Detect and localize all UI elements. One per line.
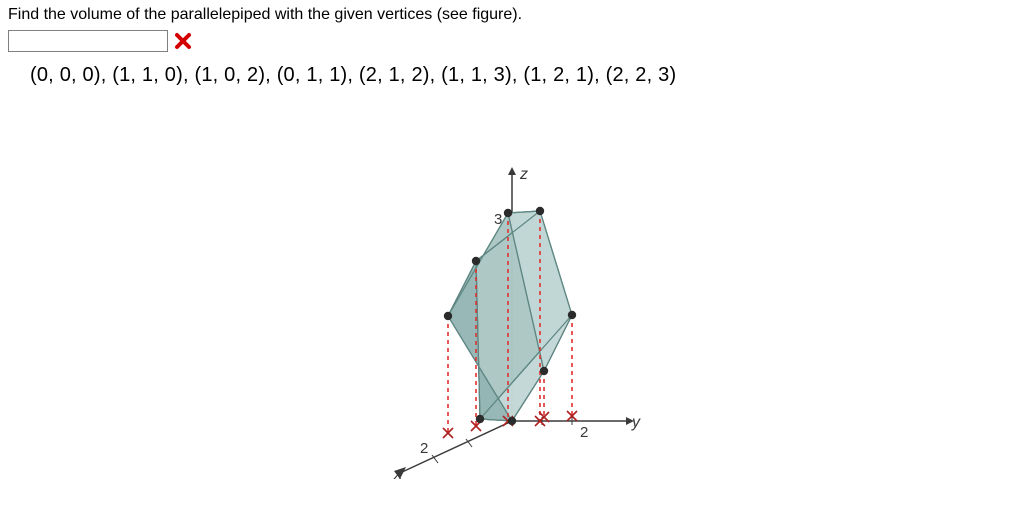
- svg-text:2: 2: [580, 424, 588, 441]
- vertices-list: (0, 0, 0), (1, 1, 0), (1, 0, 2), (0, 1, …: [30, 64, 1016, 87]
- question-prompt: Find the volume of the parallelepiped wi…: [8, 6, 1016, 24]
- svg-text:x: x: [393, 466, 403, 481]
- answer-row: [8, 30, 1016, 52]
- parallelepiped-figure: z3y2x2: [362, 101, 662, 481]
- svg-text:2: 2: [420, 440, 428, 457]
- answer-input[interactable]: [8, 30, 168, 52]
- svg-text:z: z: [519, 166, 528, 183]
- incorrect-x-icon: [174, 32, 192, 50]
- svg-text:y: y: [631, 414, 641, 431]
